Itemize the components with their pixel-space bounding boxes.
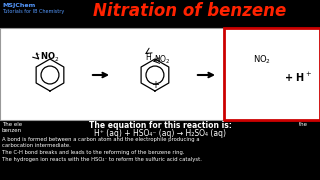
Text: the: the (299, 122, 308, 127)
Text: The equation for this reaction is:: The equation for this reaction is: (89, 121, 231, 130)
Text: The hydrogen ion reacts with the HSO₄⁻ to reform the sulfuric acid catalyst.: The hydrogen ion reacts with the HSO₄⁻ t… (2, 157, 202, 162)
Text: A bond is formed between a carbon atom and the electrophile producing a: A bond is formed between a carbon atom a… (2, 137, 199, 142)
Text: + H$^+$: + H$^+$ (284, 70, 312, 84)
Text: carbocation intermediate.: carbocation intermediate. (2, 143, 71, 148)
Text: The ele: The ele (2, 122, 22, 127)
Bar (224, 28, 320, 120)
Text: $^+$NO$_2$: $^+$NO$_2$ (33, 51, 60, 64)
Text: +: + (151, 80, 159, 90)
Text: NO$_2$: NO$_2$ (253, 53, 271, 66)
Text: NO$_2$: NO$_2$ (154, 53, 170, 66)
Text: MSJChem: MSJChem (2, 3, 35, 8)
Text: The C-H bond breaks and leads to the reforming of the benzene ring.: The C-H bond breaks and leads to the ref… (2, 150, 185, 155)
Text: Nitration of benzene: Nitration of benzene (93, 2, 287, 20)
Text: benzen: benzen (2, 128, 22, 133)
Bar (0, 28, 320, 120)
Text: H⁺ (aq) + HSO₄⁻ (aq) → H₂SO₄ (aq): H⁺ (aq) + HSO₄⁻ (aq) → H₂SO₄ (aq) (94, 129, 226, 138)
Text: H: H (145, 53, 151, 62)
Text: Tutorials for IB Chemistry: Tutorials for IB Chemistry (2, 9, 64, 14)
